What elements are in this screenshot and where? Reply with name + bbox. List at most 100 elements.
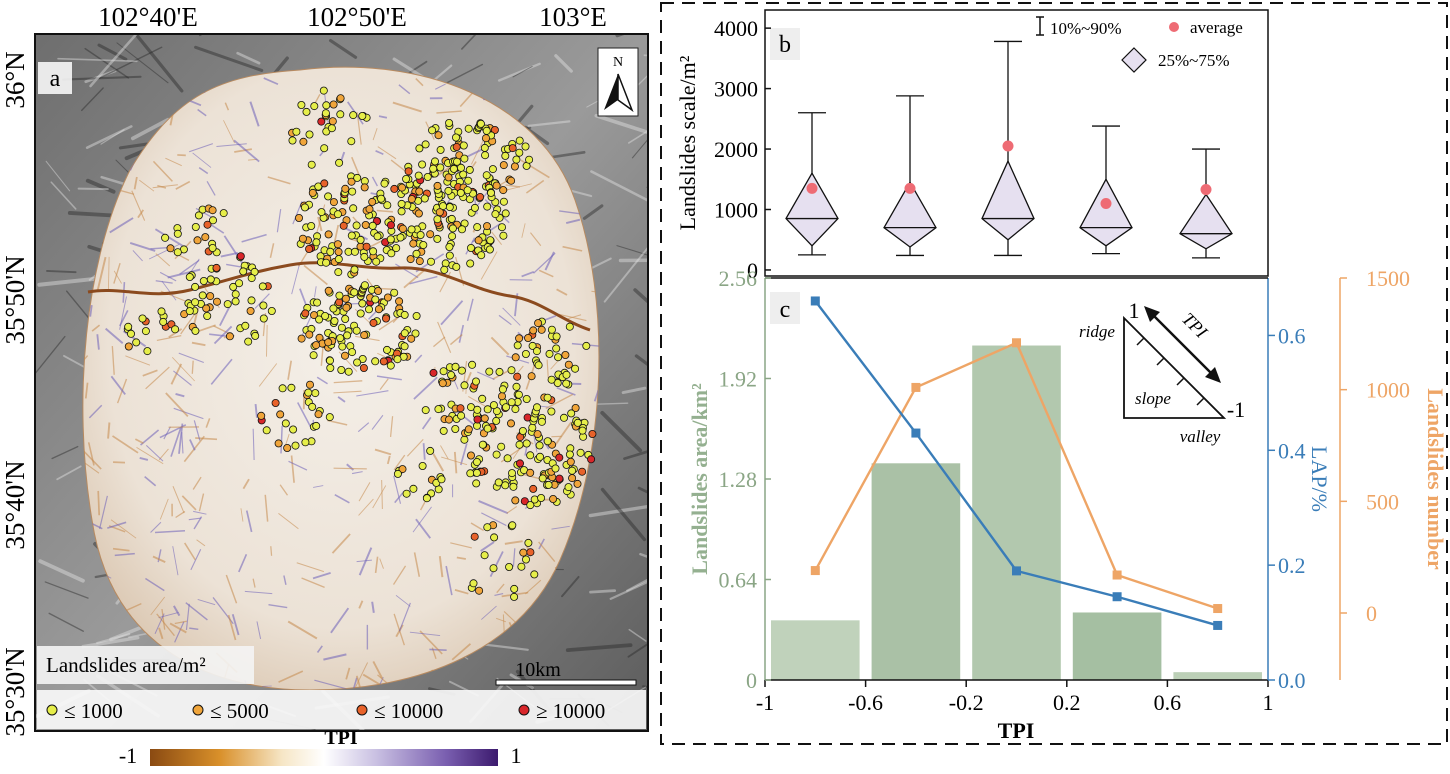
landslide-point bbox=[403, 175, 410, 182]
landslide-point bbox=[430, 369, 437, 376]
landslide-point bbox=[515, 391, 522, 398]
inset-bottom-label: -1 bbox=[1227, 397, 1245, 422]
landslide-point bbox=[186, 308, 193, 315]
landslide-point bbox=[413, 312, 420, 319]
landslide-point bbox=[545, 481, 552, 488]
landslide-point bbox=[522, 556, 529, 563]
north-label: N bbox=[613, 55, 623, 70]
landslide-point bbox=[441, 266, 448, 273]
panel-c-count-ylabel: Landslides number bbox=[1423, 388, 1448, 570]
landslide-point bbox=[508, 399, 515, 406]
landslide-point bbox=[302, 439, 309, 446]
area-bar bbox=[1073, 612, 1162, 680]
landslide-point bbox=[512, 497, 519, 504]
landslide-point bbox=[160, 318, 167, 325]
landslide-point bbox=[452, 134, 459, 141]
panel-c-xtick-label: 1 bbox=[1263, 690, 1274, 715]
panel-b-ytick-label: 3000 bbox=[714, 77, 758, 102]
landslide-point bbox=[336, 292, 343, 299]
legend-average-marker bbox=[1169, 22, 1179, 32]
inset-axis-label: TPI bbox=[1178, 309, 1212, 343]
landslide-point bbox=[331, 317, 338, 324]
landslide-point bbox=[544, 438, 551, 445]
landslide-point bbox=[282, 420, 289, 427]
landslide-point bbox=[457, 405, 464, 412]
legend-whisker-label: 10%~90% bbox=[1050, 19, 1122, 38]
landslide-point bbox=[275, 440, 282, 447]
landslide-point bbox=[353, 222, 360, 229]
landslide-point bbox=[487, 237, 494, 244]
north-arrow: N bbox=[598, 48, 638, 116]
panel-c-bars bbox=[771, 346, 1262, 680]
legend-label: ≤ 1000 bbox=[64, 699, 123, 723]
landslide-point bbox=[473, 469, 480, 476]
landslide-point bbox=[572, 365, 579, 372]
landslide-point bbox=[330, 305, 337, 312]
landslide-point bbox=[127, 330, 134, 337]
landslide-point bbox=[427, 447, 434, 454]
landslide-point bbox=[398, 184, 405, 191]
landslide-point bbox=[365, 306, 372, 313]
panel-c-lap-ytick-label: 0.4 bbox=[1278, 438, 1306, 463]
panel-c-lap-ylabel: LAP/% bbox=[1307, 446, 1332, 512]
landslide-point bbox=[523, 395, 530, 402]
landslide-point bbox=[574, 419, 581, 426]
landslide-point bbox=[465, 125, 472, 132]
panel-c-lap-ytick-label: 0.2 bbox=[1278, 553, 1306, 578]
box-3 bbox=[1080, 126, 1132, 254]
colorbar-min-label: -1 bbox=[119, 743, 137, 768]
landslide-point bbox=[384, 202, 391, 209]
landslide-point bbox=[260, 315, 267, 322]
landslide-point bbox=[305, 389, 312, 396]
landslide-point bbox=[292, 442, 299, 449]
landslide-point bbox=[514, 342, 521, 349]
landslide-point bbox=[313, 422, 320, 429]
legend-label: ≥ 10000 bbox=[536, 699, 605, 723]
inset-ridge-label: ridge bbox=[1079, 322, 1115, 341]
landslide-point bbox=[174, 230, 181, 237]
colorbar-gradient bbox=[150, 749, 498, 766]
landslide-point bbox=[240, 268, 247, 275]
landslide-point bbox=[588, 456, 595, 463]
landslide-point bbox=[536, 442, 543, 449]
landslide-point bbox=[421, 195, 428, 202]
landslide-point bbox=[314, 299, 321, 306]
landslide-point bbox=[522, 143, 529, 150]
landslide-point bbox=[460, 142, 467, 149]
landslide-point bbox=[344, 332, 351, 339]
landslide-point bbox=[560, 414, 567, 421]
box-4 bbox=[1180, 149, 1232, 258]
landslide-point bbox=[322, 312, 329, 319]
lap-point bbox=[911, 429, 920, 438]
landslide-point bbox=[466, 166, 473, 173]
landslide-point bbox=[422, 141, 429, 148]
landslide-point bbox=[388, 250, 395, 257]
landslide-point bbox=[311, 103, 318, 110]
landslide-point bbox=[550, 495, 557, 502]
landslide-point bbox=[415, 210, 422, 217]
landslide-point bbox=[437, 164, 444, 171]
landslide-point bbox=[321, 180, 328, 187]
scale-bar-label: 10km bbox=[515, 659, 561, 681]
lat-label: 35°30'N bbox=[0, 647, 30, 736]
landslide-point bbox=[493, 182, 500, 189]
landslide-point bbox=[449, 233, 456, 240]
landslide-point bbox=[527, 549, 534, 556]
landslide-point bbox=[204, 221, 211, 228]
landslide-point bbox=[391, 185, 398, 192]
panel-a-map: a N 102°40'E 102°50'E 103°E 36°N 35°50'N… bbox=[0, 0, 713, 768]
landslide-point bbox=[427, 258, 434, 265]
landslide-point bbox=[394, 470, 401, 477]
landslide-point bbox=[306, 381, 313, 388]
landslide-point bbox=[342, 295, 349, 302]
landslide-point bbox=[518, 563, 525, 570]
landslide-point bbox=[450, 165, 457, 172]
landslide-point bbox=[375, 306, 382, 313]
landslide-point bbox=[359, 300, 366, 307]
landslide-point bbox=[461, 155, 468, 162]
landslide-point bbox=[139, 315, 146, 322]
landslide-point bbox=[349, 349, 356, 356]
landslide-point bbox=[474, 406, 481, 413]
landslide-point bbox=[245, 338, 252, 345]
